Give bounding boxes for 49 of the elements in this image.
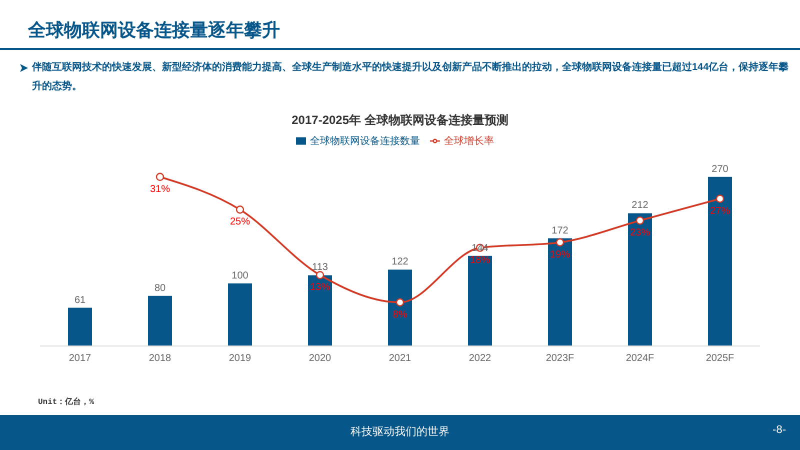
- data-label: 19%: [550, 249, 570, 260]
- x-tick-label: 2023F: [546, 353, 574, 364]
- bar: [388, 270, 412, 346]
- x-tick-label: 2025F: [706, 353, 734, 364]
- chart-subtitle: 2017-2025年 全球物联网设备连接量预测: [290, 112, 510, 129]
- point: [556, 238, 564, 246]
- data-label: 23%: [630, 228, 650, 239]
- data-label: 13%: [310, 282, 330, 294]
- text: 科技驱动我们的世界: [350, 426, 450, 438]
- data-label: 100: [232, 270, 249, 282]
- bar: [628, 213, 652, 346]
- data-label: 270: [712, 164, 729, 175]
- data-label: 122: [392, 256, 409, 268]
- data-label: 80: [154, 282, 166, 294]
- text: Unit：亿台，%: [38, 396, 94, 407]
- data-label: 8%: [392, 309, 408, 320]
- point: [716, 194, 724, 203]
- data-label: 61: [74, 294, 86, 306]
- point: [636, 216, 644, 225]
- x-tick-label: 2021: [388, 353, 412, 364]
- point: [156, 172, 164, 182]
- x-tick-label: 2022: [468, 353, 492, 364]
- chart-title: 全球物联网设备连接量逐年攀升: [28, 19, 280, 42]
- data-label: 25%: [230, 216, 250, 228]
- bar: [228, 283, 252, 346]
- x-tick-label: 2018: [148, 353, 172, 364]
- legend-label: 全球增长率: [444, 136, 494, 147]
- data-label: 31%: [150, 184, 170, 196]
- bar: [548, 238, 572, 346]
- data-label: 212: [632, 200, 649, 212]
- text: -8-: [772, 424, 786, 436]
- legend-label: 全球物联网设备连接数量: [310, 136, 420, 147]
- x-tick-label: 2024F: [626, 353, 654, 364]
- bar: [308, 275, 332, 346]
- bar: [148, 296, 172, 346]
- x-tick-label: 2019: [228, 353, 252, 364]
- data-label: 172: [552, 225, 569, 236]
- x-tick-label: 2017: [68, 353, 92, 364]
- bar: [68, 308, 92, 346]
- data-label: 113: [312, 262, 328, 274]
- point: [236, 206, 244, 214]
- text: 伴随互联网技术的快速发展、新型经济体的消费能力提高、全球生产制造水平的快速提升以及创新产品不断推出的拉动，全球物联网设备连接量已超过144亿台，保持逐年攀升的态势。: [30, 60, 790, 94]
- x-tick-label: 2020: [308, 353, 332, 364]
- point: [316, 270, 324, 280]
- bar: [708, 176, 732, 346]
- point: [396, 298, 404, 306]
- bar: [468, 256, 492, 346]
- data-label: 27%: [710, 206, 730, 217]
- data-label: 18%: [470, 254, 490, 266]
